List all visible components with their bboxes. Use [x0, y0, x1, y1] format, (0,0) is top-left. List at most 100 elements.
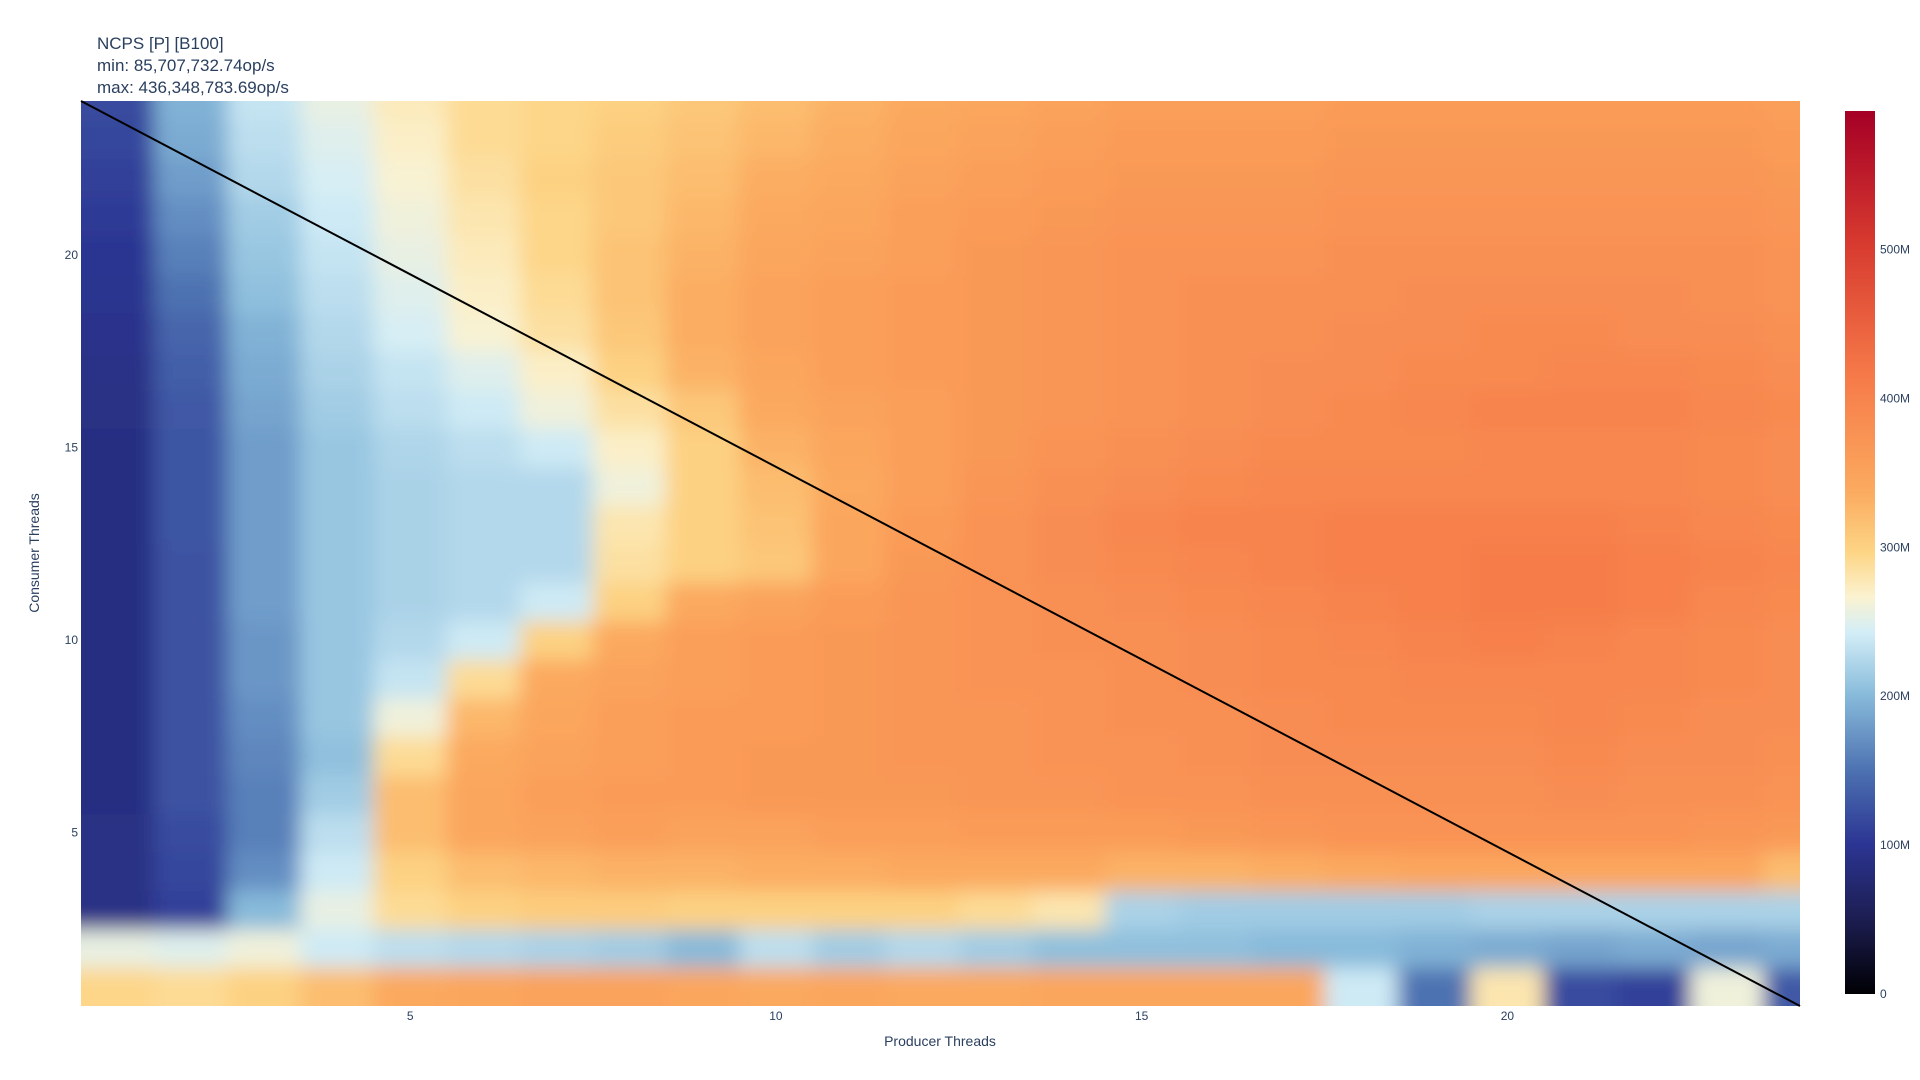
heatmap-cell — [1397, 120, 1472, 160]
heatmap-cell — [1397, 967, 1472, 1006]
heatmap-cell — [1251, 351, 1326, 391]
heatmap-cell — [1617, 813, 1691, 853]
heatmap-cell — [1251, 158, 1326, 198]
heatmap-cell — [1690, 466, 1765, 506]
heatmap-cell — [885, 543, 960, 583]
heatmap-cell — [300, 351, 375, 391]
heatmap-cell — [1617, 466, 1691, 506]
heatmap-cell — [154, 235, 228, 275]
heatmap-cell — [227, 274, 302, 314]
heatmap-cell — [812, 466, 887, 506]
heatmap-cell — [227, 736, 302, 776]
heatmap-cell — [300, 620, 375, 660]
heatmap-cell — [81, 274, 155, 314]
reference-diagonal-line — [80, 100, 1801, 1007]
heatmap-cell — [1470, 543, 1545, 583]
heatmap-cell — [1324, 120, 1399, 160]
heatmap-cell — [1470, 389, 1545, 429]
heatmap-cell — [519, 351, 594, 391]
heatmap-cell — [812, 274, 887, 314]
heatmap-cell — [1324, 736, 1399, 776]
heatmap-cell — [1617, 235, 1691, 275]
heatmap-cell — [1178, 466, 1252, 506]
heatmap-cell — [373, 967, 448, 1006]
heatmap-cell — [1470, 774, 1545, 815]
heatmap-cell — [1031, 274, 1106, 314]
heatmap-cell — [958, 967, 1033, 1006]
heatmap-cell — [81, 928, 155, 969]
heatmap-cell — [1543, 813, 1618, 853]
heatmap-cell — [593, 351, 667, 391]
heatmap-cell — [1763, 505, 1800, 545]
heatmap-cell — [885, 582, 960, 622]
heatmap-cell — [812, 736, 887, 776]
heatmap-cell — [1470, 158, 1545, 198]
heatmap-cell — [1397, 101, 1472, 121]
heatmap-cell — [812, 312, 887, 352]
heatmap-cell — [373, 582, 448, 622]
heatmap-cell — [81, 428, 155, 468]
heatmap-cell — [1178, 543, 1252, 583]
colorbar-tick-label: 500M — [1880, 242, 1910, 256]
heatmap-cell — [1397, 466, 1472, 506]
x-tick-label: 5 — [407, 1009, 414, 1023]
heatmap-cell — [446, 774, 521, 815]
colorbar-tick-label: 300M — [1880, 540, 1910, 554]
heatmap-cell — [1178, 697, 1252, 738]
heatmap-cell — [1178, 928, 1252, 969]
heatmap-cell — [593, 582, 667, 622]
heatmap-cell — [1178, 620, 1252, 660]
heatmap-cell — [666, 158, 740, 198]
heatmap-cell — [958, 274, 1033, 314]
heatmap-cell — [1031, 120, 1106, 160]
heatmap-cell — [1105, 428, 1179, 468]
heatmap-cell — [300, 697, 375, 738]
heatmap-cell — [739, 620, 814, 660]
heatmap-cell — [1543, 120, 1618, 160]
heatmap-cell — [446, 101, 521, 121]
heatmap-cell — [958, 351, 1033, 391]
heatmap-cell — [1324, 890, 1399, 930]
heatmap-cell — [81, 197, 155, 237]
heatmap-cell — [446, 197, 521, 237]
heatmap-cell — [1031, 466, 1106, 506]
heatmap-cell — [885, 312, 960, 352]
heatmap-cell — [593, 158, 667, 198]
heatmap-cell — [519, 543, 594, 583]
heatmap-cell — [1690, 312, 1765, 352]
colorbar-tick-label: 0 — [1880, 987, 1887, 1001]
heatmap-cell — [1105, 813, 1179, 853]
heatmap-cell — [1690, 890, 1765, 930]
heatmap-cell — [1763, 235, 1800, 275]
heatmap-cell — [1617, 505, 1691, 545]
heatmap-cell — [81, 389, 155, 429]
heatmap-cell — [1470, 582, 1545, 622]
heatmap-cell — [1470, 928, 1545, 969]
heatmap-cell — [446, 274, 521, 314]
heatmap-cell — [1690, 197, 1765, 237]
heatmap-cell — [739, 274, 814, 314]
heatmap-cell — [1105, 274, 1179, 314]
heatmap-cell — [739, 158, 814, 198]
heatmap-cell — [519, 582, 594, 622]
heatmap-cell — [227, 312, 302, 352]
heatmap-cell — [958, 928, 1033, 969]
heatmap-cell — [1105, 389, 1179, 429]
heatmap-cell — [1397, 774, 1472, 815]
y-tick-label: 15 — [65, 441, 79, 455]
heatmap-cell — [81, 620, 155, 660]
heatmap-cell — [1178, 101, 1252, 121]
heatmap-cell — [373, 813, 448, 853]
heatmap-cell — [446, 582, 521, 622]
heatmap-cell — [300, 736, 375, 776]
heatmap-cell — [1324, 928, 1399, 969]
heatmap-cell — [1031, 659, 1106, 699]
heatmap-cell — [300, 274, 375, 314]
heatmap-cell — [1105, 851, 1179, 892]
heatmap-cell — [1178, 890, 1252, 930]
heatmap-cell — [958, 659, 1033, 699]
heatmap-cell — [1617, 158, 1691, 198]
heatmap-cell — [666, 890, 740, 930]
heatmap-cell — [1178, 774, 1252, 815]
heatmap-cell — [81, 235, 155, 275]
